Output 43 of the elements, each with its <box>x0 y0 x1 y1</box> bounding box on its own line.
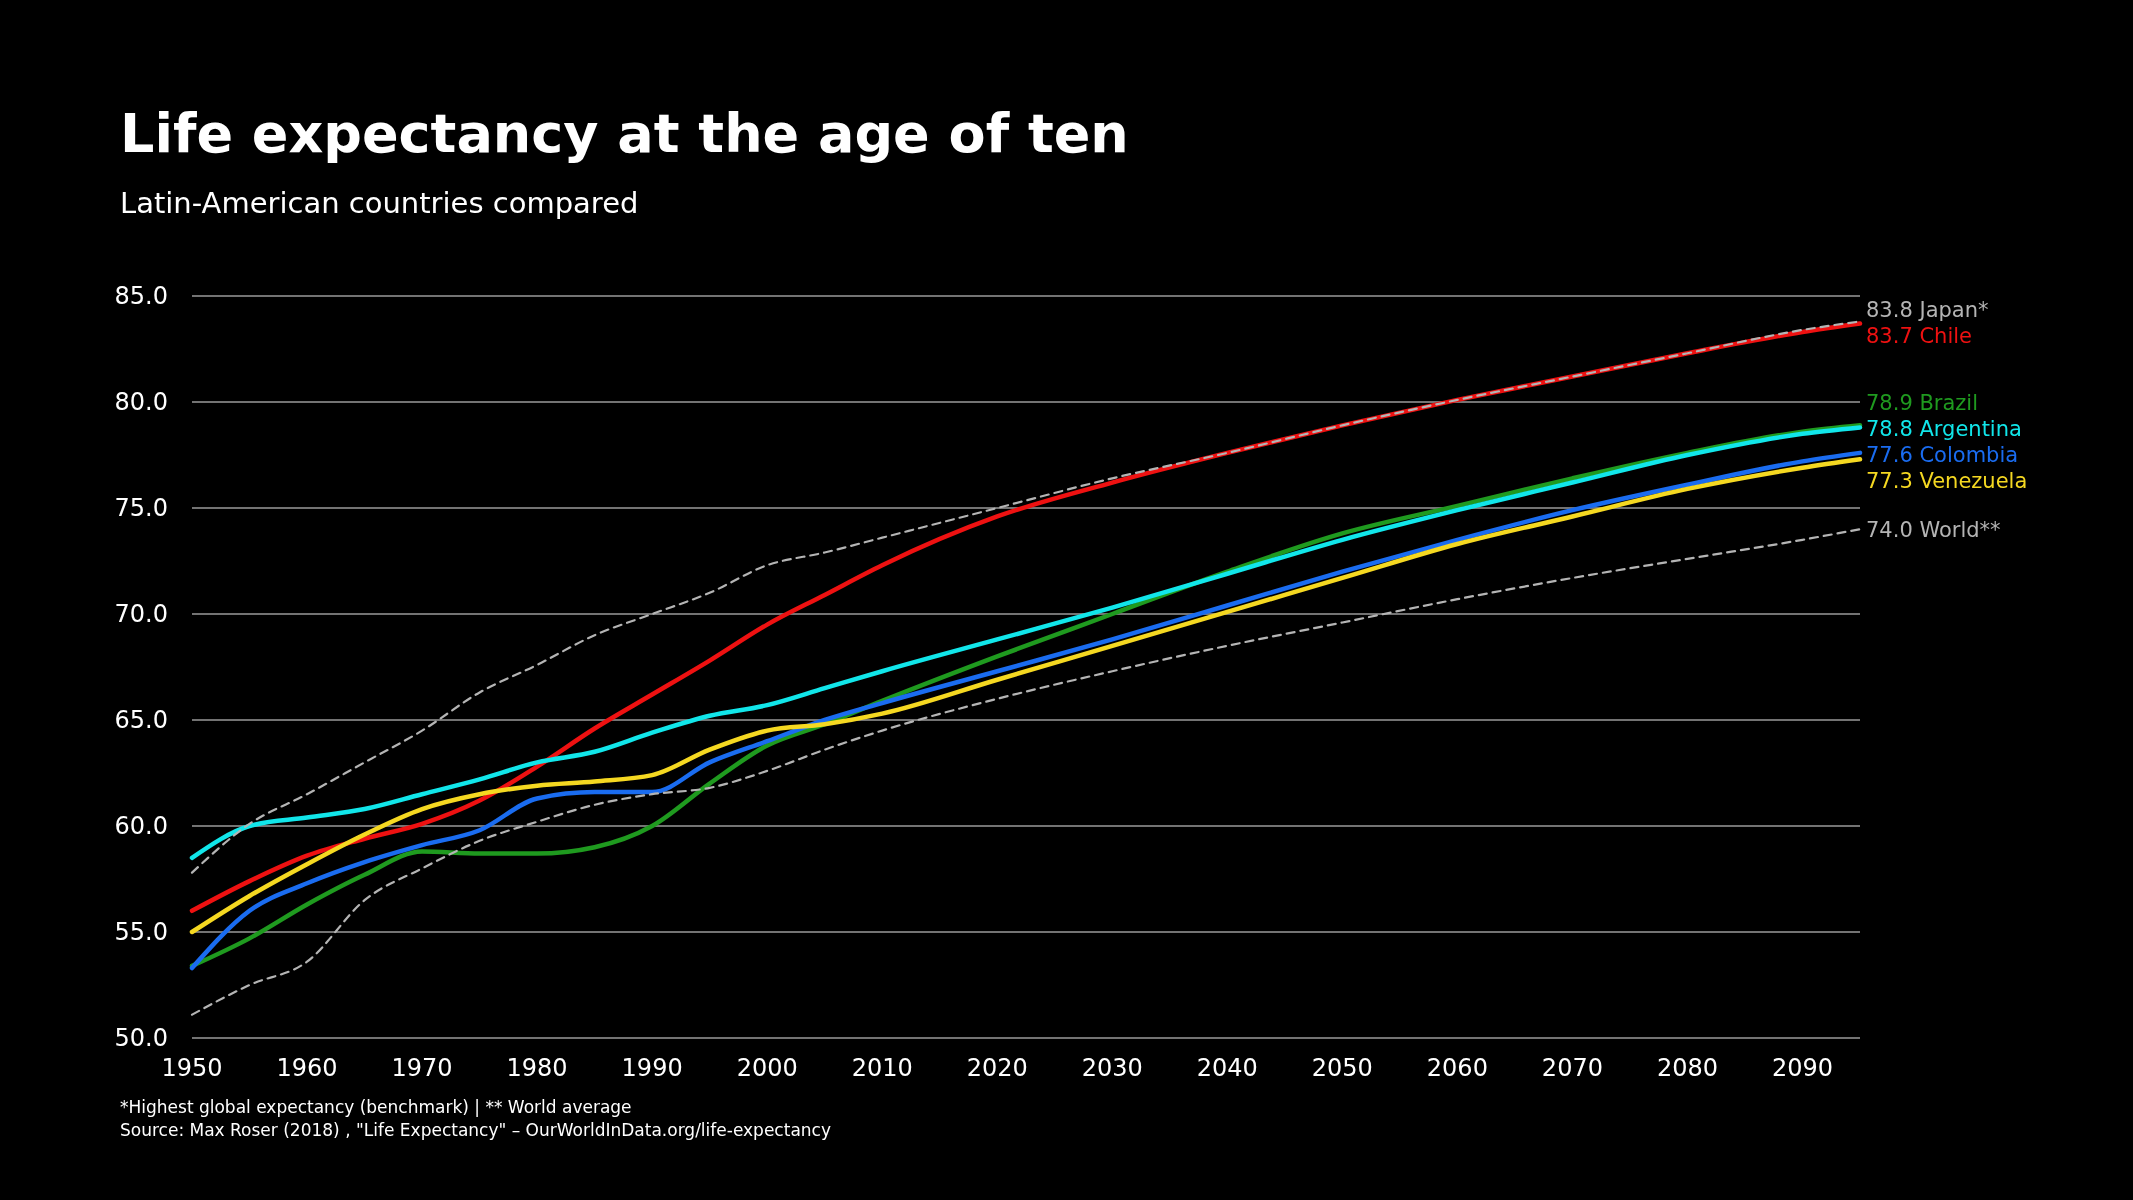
x-tick-label: 1970 <box>391 1054 453 1082</box>
text: Chile <box>1919 323 1973 348</box>
data-label: 78.8 <box>1866 416 1913 441</box>
x-tick-label: 2040 <box>1196 1054 1258 1082</box>
y-tick-label: 80.0 <box>114 388 168 417</box>
x-tick-label: 1990 <box>621 1054 683 1082</box>
y-tick-label: 60.0 <box>114 812 168 841</box>
text: *Highest global expectancy (benchmark) | ** World average <box>120 1097 632 1117</box>
text: World** <box>1919 517 2001 542</box>
x-tick-label: 2010 <box>851 1054 913 1082</box>
data-label: 83.8 <box>1866 297 1913 322</box>
source-note: Source: Max Roser (2018) , "Life Expectancy" – OurWorldInData.org/life-expectancy <box>120 1120 831 1140</box>
line-series <box>189 425 1863 861</box>
x-tick-label: 2080 <box>1656 1054 1718 1082</box>
data-label: 74.0 <box>1866 517 1913 542</box>
data-label: 78.9 <box>1866 390 1913 415</box>
text: Colombia <box>1919 442 2019 467</box>
x-tick-label: 1950 <box>161 1054 223 1082</box>
data-label: 83.7 <box>1866 323 1913 348</box>
x-tick-label: 1980 <box>506 1054 568 1082</box>
y-tick-label: 85.0 <box>114 282 168 311</box>
y-tick-label: 75.0 <box>114 494 168 523</box>
line-series <box>190 528 1862 1016</box>
text: Venezuela <box>1919 468 2028 493</box>
x-tick-label: 1960 <box>276 1054 338 1082</box>
chart-title: Life expectancy at the age of ten <box>120 102 1129 165</box>
x-tick-label: 2090 <box>1771 1054 1834 1082</box>
chart-subtitle: Latin-American countries compared <box>120 186 639 220</box>
text: Japan* <box>1919 297 1989 322</box>
y-tick-label: 50.0 <box>114 1024 168 1053</box>
x-tick-label: 2050 <box>1311 1054 1373 1082</box>
y-tick-label: 65.0 <box>114 706 168 735</box>
text: Brazil <box>1919 390 1979 415</box>
data-label: 77.6 <box>1866 442 1913 467</box>
y-tick-label: 70.0 <box>114 600 168 629</box>
x-tick-label: 2030 <box>1081 1054 1143 1082</box>
x-tick-label: 2060 <box>1426 1054 1488 1082</box>
x-tick-label: 2020 <box>966 1054 1028 1082</box>
x-tick-label: 2070 <box>1541 1054 1603 1082</box>
y-tick-label: 55.0 <box>114 918 168 947</box>
data-label: 77.3 <box>1866 468 1913 493</box>
x-tick-label: 2000 <box>736 1054 798 1082</box>
text: Argentina <box>1919 416 2022 441</box>
